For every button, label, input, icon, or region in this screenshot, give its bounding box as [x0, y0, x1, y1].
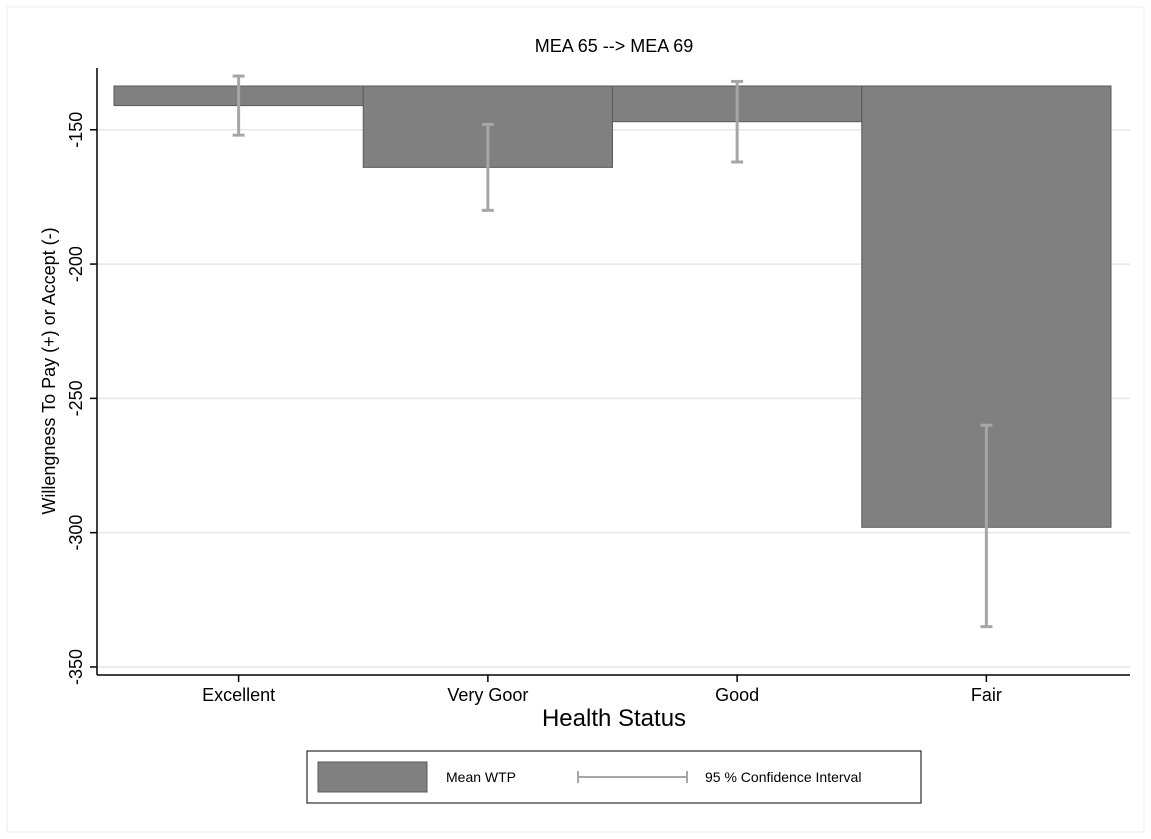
- legend-bar-swatch: [317, 761, 428, 793]
- x-tick-label: Good: [715, 685, 759, 705]
- chart-title: MEA 65 --> MEA 69: [535, 36, 694, 56]
- x-axis-title: Health Status: [542, 705, 686, 732]
- bars: [113, 85, 1112, 528]
- ci-very-goor: [481, 122, 494, 212]
- chart-border: [6, 6, 1145, 833]
- y-axis-ticks: -150 -200 -250 -300 -350: [66, 112, 97, 685]
- y-tick-label: -250: [66, 380, 86, 416]
- y-tick-label: -200: [66, 246, 86, 282]
- confidence-intervals: [232, 74, 993, 629]
- x-tick-label: Excellent: [202, 685, 275, 705]
- legend-label-ci: 95 % Confidence Interval: [705, 769, 861, 785]
- x-axis-ticks: Excellent Very Goor Good Fair: [202, 675, 1002, 705]
- x-tick-label: Fair: [971, 685, 1002, 705]
- x-tick-label: Very Goor: [447, 685, 528, 705]
- y-tick-label: -350: [66, 649, 86, 685]
- ci-excellent: [232, 74, 245, 137]
- ci-fair: [980, 423, 993, 629]
- y-axis-title: Willengness To Pay (+) or Accept (-): [39, 227, 59, 514]
- legend-ci-swatch: [577, 771, 688, 783]
- ci-good: [731, 79, 744, 164]
- legend-label-mean-wtp: Mean WTP: [446, 769, 516, 785]
- legend: Mean WTP 95 % Confidence Interval: [306, 750, 922, 804]
- y-tick-label: -150: [66, 112, 86, 148]
- y-tick-label: -300: [66, 515, 86, 551]
